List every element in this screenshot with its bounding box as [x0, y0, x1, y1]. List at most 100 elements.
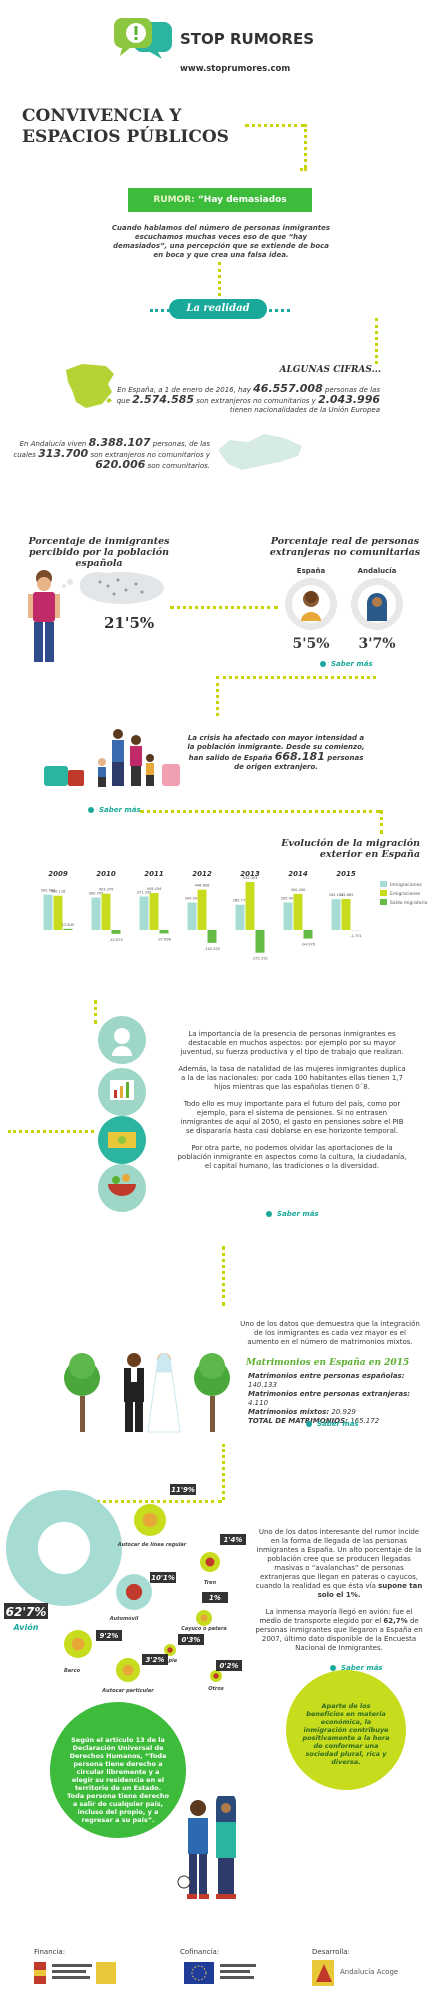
text: tienen nacionalidades de la Unión Europe… [229, 406, 380, 414]
value-badge [202, 1592, 228, 1603]
crisis-text: La crisis ha afectado con mayor intensid… [184, 734, 368, 772]
figure: 46.557.008 [253, 382, 323, 395]
dotted-connector [94, 1000, 97, 1024]
x-tick-label: 2011 [144, 870, 164, 878]
value-badge [220, 1534, 246, 1545]
dotted-connector [60, 1500, 222, 1503]
transport-icon [125, 1583, 143, 1601]
bar [43, 894, 53, 930]
value-label: 342.114 [329, 893, 345, 897]
rumor-text: “Hay demasiados inmigrantes” [186, 195, 287, 229]
value-badge [142, 1654, 168, 1665]
row-value: 4.110 [248, 1399, 269, 1407]
value-label: 304.054 [185, 897, 201, 901]
row: TOTAL DE MATRIMONIOS: 165.172 [248, 1417, 428, 1426]
transport-label: Barco [64, 1668, 81, 1674]
figure: 2.043.996 [318, 393, 380, 406]
bar [197, 889, 207, 930]
bar [303, 930, 313, 939]
bar [235, 904, 245, 930]
dotted-connector [170, 606, 278, 609]
dotted-connector [222, 1246, 225, 1306]
transport-value: 0'3% [182, 1636, 201, 1644]
marriages-title: Matrimonios en España en 2015 [246, 1358, 410, 1368]
more-link[interactable]: Saber más [266, 1210, 319, 1218]
bar [139, 896, 149, 930]
dotted-connector [222, 1444, 225, 1500]
more-link[interactable]: Saber más [88, 806, 141, 814]
perceived-value: 21'5% [104, 614, 155, 632]
text: son extranjeros no comunitarios y [196, 397, 316, 405]
more-link[interactable]: Saber más [330, 1664, 383, 1672]
value-label: -142.552 [204, 947, 220, 951]
topic-icons [98, 1016, 146, 1212]
contribution-text: La importancia de la presencia de person… [176, 1030, 408, 1171]
value-label: 403.379 [99, 888, 115, 892]
dotted-connector [380, 810, 383, 834]
row-label: Matrimonios entre personas españolas: [248, 1372, 405, 1380]
row-label: TOTAL DE MATRIMONIOS: [248, 1417, 348, 1425]
bar [245, 882, 255, 930]
region-value: 5'5% [292, 636, 330, 652]
more-link[interactable]: Saber más [320, 660, 373, 668]
text: Uno de los datos interesante del rumor i… [255, 1528, 422, 1590]
transport-value: 9'2% [100, 1632, 119, 1640]
benefits-quote: Aparte de los beneficios en materia econ… [302, 1702, 390, 1766]
text: La crisis ha afectado con mayor intensid… [187, 734, 365, 762]
page-title: CONVIVENCIA Y ESPACIOS PÚBLICOS [22, 106, 229, 148]
figures-heading: ALGUNAS CIFRAS... [279, 365, 382, 375]
andalucia-map [218, 434, 302, 470]
x-tick-label: 2012 [192, 870, 212, 878]
value-badge [170, 1484, 196, 1495]
row: Matrimonios entre personas extranjeras: … [248, 1390, 428, 1408]
title-line: CONVIVENCIA Y [22, 106, 182, 126]
value-label: 12.845 [62, 923, 75, 927]
perception-illustration [28, 570, 164, 662]
bar [91, 897, 101, 930]
marriages-intro: Uno de los datos que demuestra que la in… [240, 1320, 420, 1346]
dotted-connector [375, 318, 378, 364]
value-label: 400.430 [291, 888, 307, 892]
more-link[interactable]: Saber más [306, 1420, 359, 1428]
bar [149, 893, 159, 930]
value-label: -37.698 [157, 937, 172, 941]
row-label: Matrimonios mixtos: [248, 1408, 330, 1416]
dotted-connector [216, 676, 376, 679]
region-name: Andalucía [357, 567, 397, 575]
bar [101, 893, 111, 930]
paragraph: Por otra parte, no podemos olvidar las a… [177, 1144, 407, 1170]
dotted-connector [304, 124, 307, 168]
quote-bubble [50, 1702, 186, 1838]
transport-text: Uno de los datos interesante del rumor i… [254, 1528, 424, 1653]
dotted-connector [216, 676, 219, 716]
intro-text: Cuando hablamos del número de personas i… [111, 224, 331, 259]
value-label: 392.963 [41, 889, 56, 893]
transport-label: Cayuco o patera [181, 1626, 227, 1632]
transport-value: 0'2% [220, 1662, 239, 1670]
legend-label: Saldo migratorio [390, 900, 428, 906]
perceived-title: Porcentaje de inmigrantes percibido por … [28, 536, 170, 569]
value-label: -94.976 [301, 943, 316, 947]
spain-figures: En España, a 1 de enero de 2016, hay 46.… [114, 382, 380, 415]
footer-label: Desarrolla: [312, 1948, 350, 1956]
transport-value: 11'9% [171, 1486, 195, 1494]
transport-value: 62'7% [6, 1605, 47, 1619]
value-label: 446.606 [195, 884, 211, 888]
bar [341, 898, 351, 930]
legend-label: Inmigraciones [390, 882, 422, 888]
dotted-connector [300, 168, 304, 171]
text: personas, de las cuales [13, 440, 210, 459]
rumor-label: RUMOR: [153, 195, 195, 205]
value-label: -1.751 [350, 934, 362, 938]
transport-value: 10'1% [151, 1574, 175, 1582]
x-tick-label: 2013 [240, 870, 260, 878]
paragraph: Además, la tasa de natalidad de las muje… [178, 1065, 406, 1091]
text: La inmensa mayoría llegó en avión: fue e… [259, 1608, 413, 1625]
value-label: 360.705 [89, 891, 104, 895]
legend-swatch [380, 881, 387, 887]
value-label: 280.772 [233, 899, 248, 903]
figure: 620.006 [95, 458, 146, 471]
family-illustration [44, 729, 180, 787]
real-title: Porcentaje real de personas extranjeras … [269, 536, 421, 558]
